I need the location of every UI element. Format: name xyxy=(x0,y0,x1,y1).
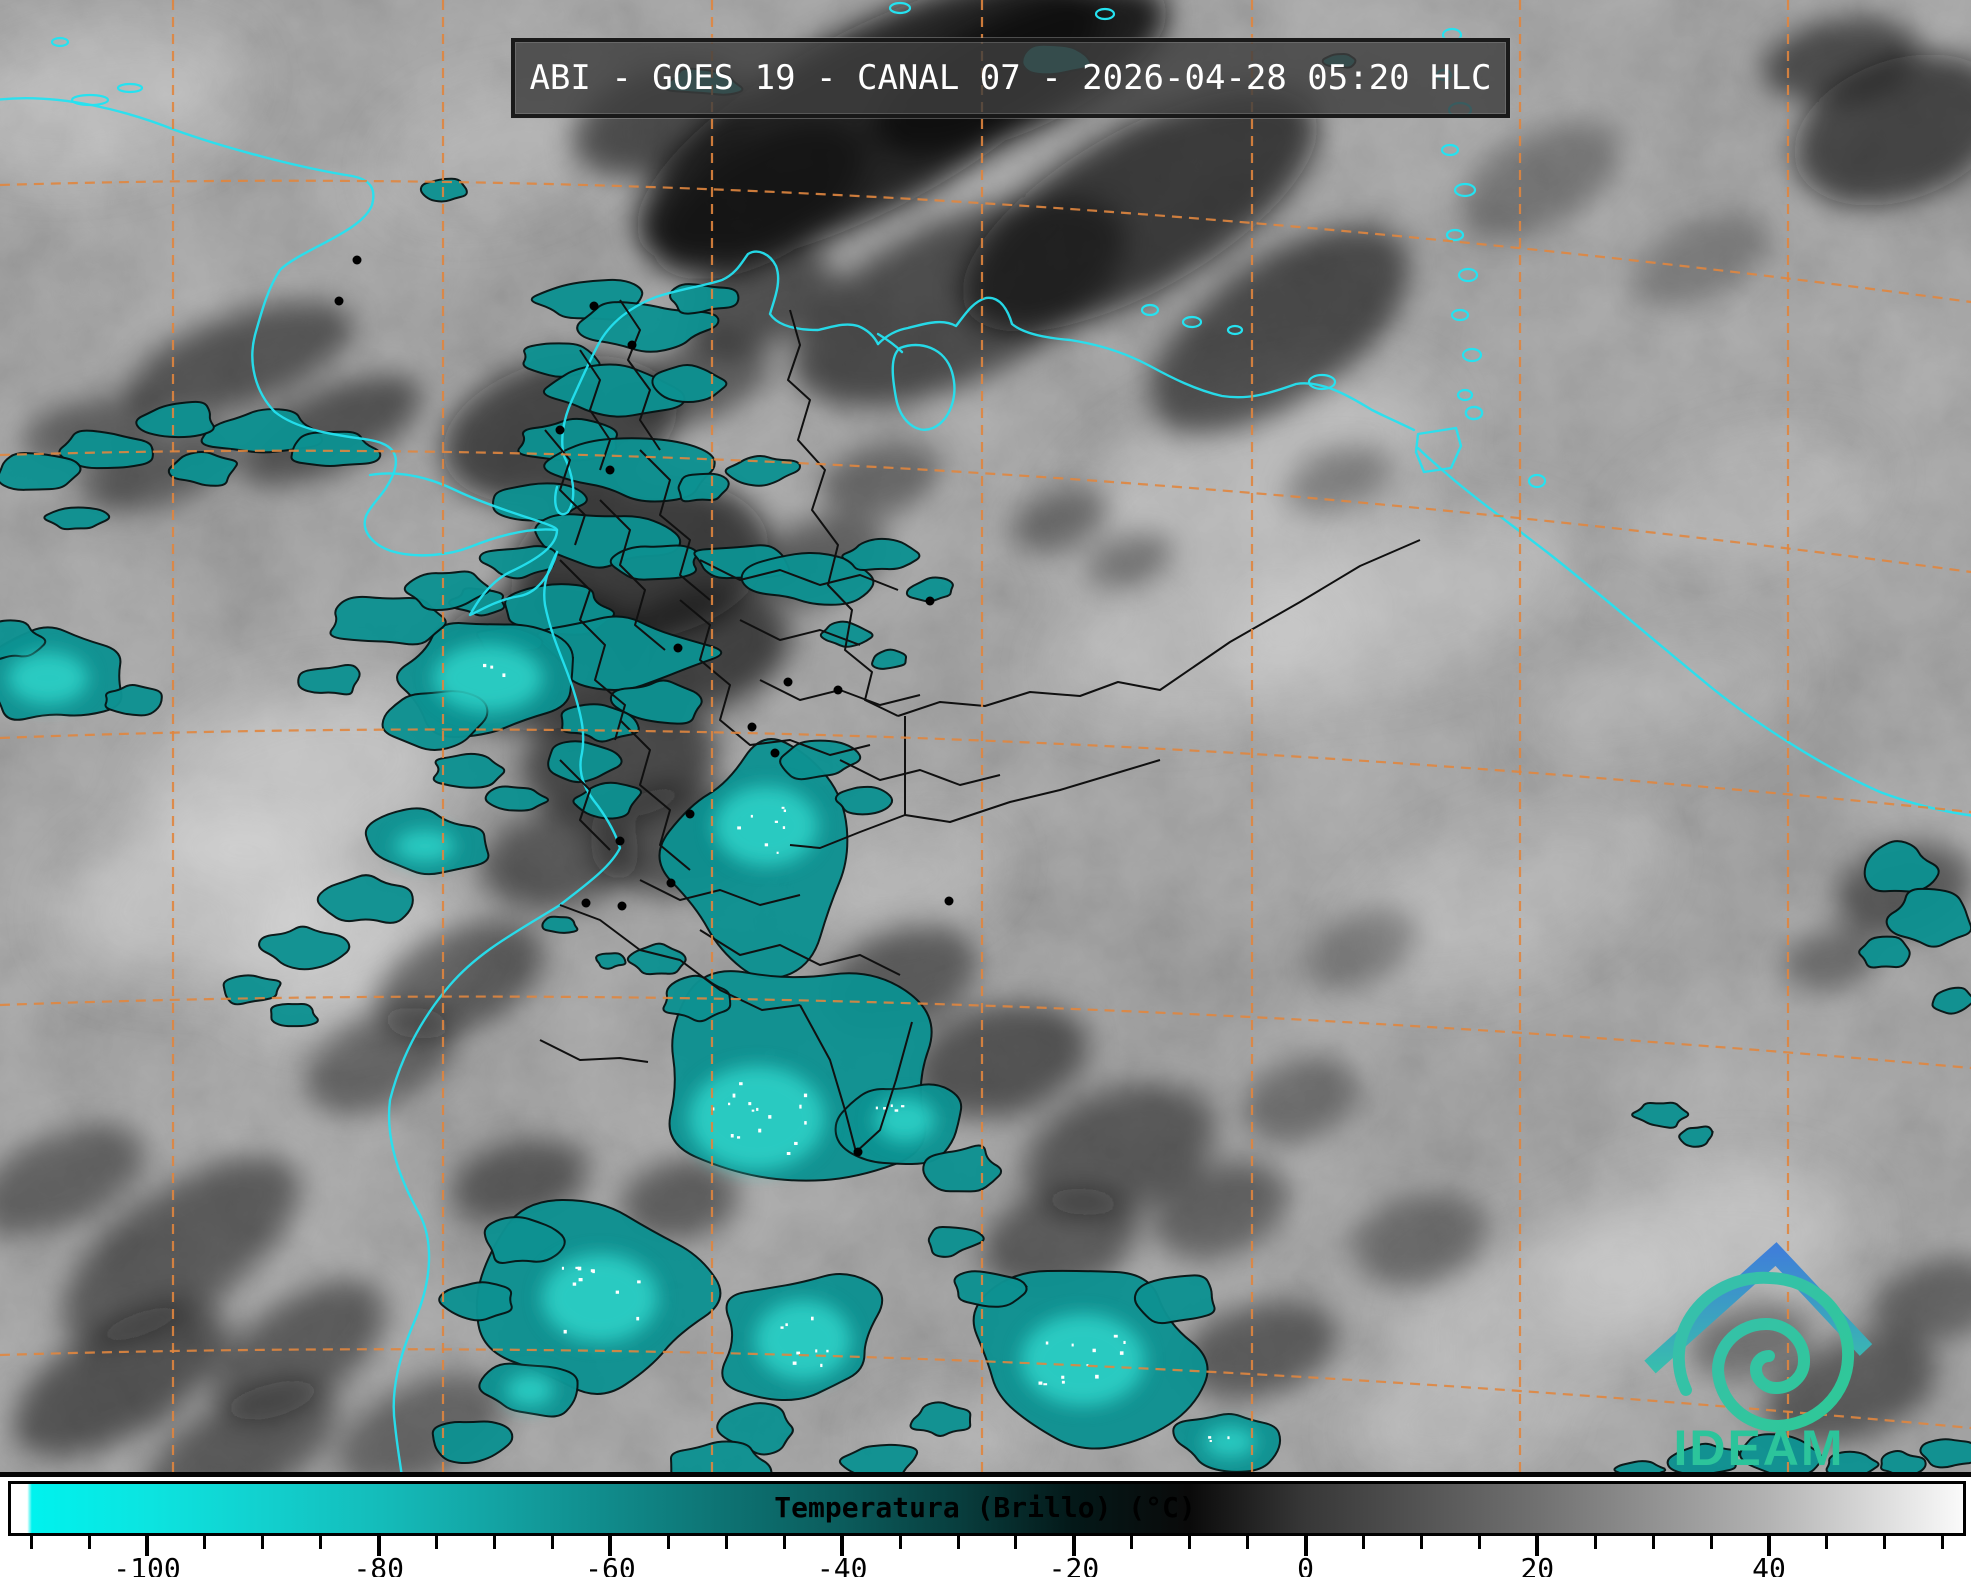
colorbar-minor-tick xyxy=(1477,1536,1481,1549)
colorbar-major-tick xyxy=(608,1536,613,1556)
colorbar-minor-tick xyxy=(1651,1536,1655,1549)
colorbar-minor-tick xyxy=(898,1536,902,1549)
cold-cloud-tops xyxy=(0,43,1971,1477)
lat-lon-graticule xyxy=(0,0,1971,1477)
colorbar-minor-tick xyxy=(1825,1536,1829,1549)
colorbar-tick-label: 40 xyxy=(1752,1552,1786,1577)
ideam-logo: IDEAM xyxy=(1644,1242,1873,1476)
satellite-imagery xyxy=(0,0,1971,1477)
colorbar-tick-label: -100 xyxy=(113,1552,181,1577)
satellite-map: ABI - GOES 19 - CANAL 07 - 2026-04-28 05… xyxy=(0,0,1971,1477)
city-markers xyxy=(334,255,954,1157)
overshooting-top-cores xyxy=(8,644,1256,1457)
colorbar-minor-tick xyxy=(1246,1536,1250,1549)
colorbar-ticks: -100 -80 -60 -40 -20 0 20 40 xyxy=(0,1536,1971,1577)
colorbar-major-tick xyxy=(840,1536,845,1556)
title-bar: ABI - GOES 19 - CANAL 07 - 2026-04-28 05… xyxy=(511,38,1510,118)
colorbar-minor-tick xyxy=(87,1536,91,1549)
colorbar-minor-tick xyxy=(261,1536,265,1549)
colorbar-major-tick xyxy=(376,1536,381,1556)
colorbar-tick-label: -40 xyxy=(816,1552,868,1577)
title-text: ABI - GOES 19 - CANAL 07 - 2026-04-28 05… xyxy=(529,58,1492,98)
colorbar-major-tick xyxy=(1071,1536,1076,1556)
colorbar-title: Temperatura (Brillo) (°C) xyxy=(774,1491,1196,1524)
colorbar-minor-tick xyxy=(956,1536,960,1549)
colorbar-gradient xyxy=(8,1481,1966,1536)
colorbar-minor-tick xyxy=(1188,1536,1192,1549)
colorbar-minor-tick xyxy=(319,1536,323,1549)
political-borders xyxy=(539,299,1421,1153)
colorbar-tick-label: -20 xyxy=(1048,1552,1100,1577)
colorbar-minor-tick xyxy=(782,1536,786,1549)
colorbar-tick-label: -80 xyxy=(353,1552,405,1577)
colorbar-major-tick xyxy=(1303,1536,1308,1556)
colorbar-minor-tick xyxy=(1941,1536,1945,1549)
colorbar-minor-tick xyxy=(1362,1536,1366,1549)
colorbar-minor-tick xyxy=(1593,1536,1597,1549)
colorbar-tick-label: 0 xyxy=(1297,1552,1315,1577)
colorbar-tick-label: 20 xyxy=(1520,1552,1555,1577)
colorbar-minor-tick xyxy=(1419,1536,1423,1549)
colorbar-minor-tick xyxy=(1130,1536,1134,1549)
colorbar-major-tick xyxy=(1767,1536,1772,1556)
hurricane-spiral-icon xyxy=(1672,1271,1855,1433)
colorbar-minor-tick xyxy=(29,1536,33,1549)
colorbar-minor-tick xyxy=(203,1536,207,1549)
colorbar: Temperatura (Brillo) (°C) -100 -80 -60 -40-… xyxy=(0,1477,1971,1577)
colorbar-minor-tick xyxy=(1883,1536,1887,1549)
colorbar-minor-tick xyxy=(724,1536,728,1549)
colorbar-minor-tick xyxy=(551,1536,555,1549)
ideam-logo-text: IDEAM xyxy=(1673,1420,1844,1476)
map-colorbar-divider xyxy=(0,1472,1971,1481)
colorbar-minor-tick xyxy=(1014,1536,1018,1549)
colorbar-minor-tick xyxy=(1709,1536,1713,1549)
coldest-pixel-speckles xyxy=(483,663,1230,1443)
colorbar-tick-label: -60 xyxy=(585,1552,636,1577)
coastlines xyxy=(0,1,1971,1477)
colorbar-major-tick xyxy=(1535,1536,1540,1556)
colorbar-major-tick xyxy=(145,1536,150,1556)
colorbar-minor-tick xyxy=(493,1536,497,1549)
colorbar-minor-tick xyxy=(435,1536,439,1549)
colorbar-minor-tick xyxy=(666,1536,670,1549)
